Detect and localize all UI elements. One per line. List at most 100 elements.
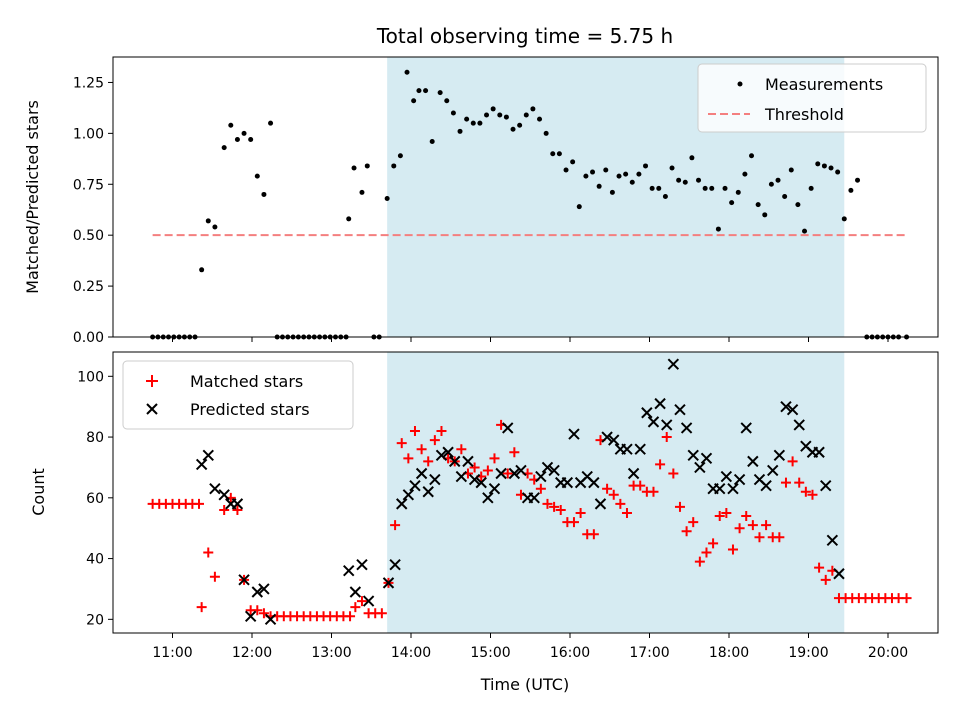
measurement-point (702, 185, 708, 191)
measurement-point (234, 136, 240, 142)
predicted-star-point (561, 476, 574, 489)
predicted-star-point (714, 482, 726, 495)
x-tick-label: 19:00 (788, 645, 828, 661)
predicted-star-point (687, 449, 699, 461)
measurement-point (649, 185, 655, 191)
measurement-point (676, 177, 682, 183)
predicted-star-point (429, 473, 441, 486)
measurement-point (808, 185, 814, 191)
matched-star-point (681, 526, 692, 537)
matched-star-point (648, 486, 659, 497)
predicted-star-point (488, 482, 501, 495)
predicted-star-point (209, 482, 221, 495)
observing-window-shade-bottom (387, 352, 845, 633)
x-tick-label: 13:00 (311, 645, 351, 661)
predicted-star-point (773, 449, 786, 461)
predicted-star-point (264, 613, 277, 626)
measurement-point (848, 187, 854, 193)
measurement-point (346, 216, 352, 222)
measurement-point (762, 212, 768, 218)
predicted-star-point (502, 422, 514, 434)
predicted-star-point (548, 464, 560, 477)
measurement-point (254, 173, 260, 179)
predicted-star-point (786, 404, 799, 416)
predicted-star-point (389, 558, 401, 571)
predicted-star-point (218, 489, 230, 501)
measurement-point (603, 167, 609, 173)
matched-star-point (555, 504, 566, 515)
matched-star-point (655, 459, 666, 470)
measurement-point (241, 130, 247, 136)
measurement-point (669, 165, 675, 171)
matched-star-point (535, 483, 546, 494)
predicted-star-point (468, 473, 481, 486)
measurement-point (359, 189, 365, 195)
predicted-star-point (720, 470, 733, 483)
matched-star-point (209, 571, 220, 582)
measurement-point (457, 128, 463, 134)
predicted-star-point (700, 452, 713, 465)
matched-star-point (754, 532, 765, 543)
matched-star-point (727, 544, 738, 555)
legend-predicted-label: Predicted stars (190, 400, 310, 419)
measurement-point (364, 163, 370, 169)
measurement-point (411, 98, 417, 104)
predicted-star-point (747, 455, 759, 468)
matched-star-point (568, 517, 579, 528)
measurement-point (517, 122, 523, 128)
matched-star-point (542, 498, 553, 509)
predicted-star-point (641, 407, 653, 419)
predicted-star-point (258, 583, 270, 595)
predicted-star-point (780, 400, 792, 413)
measurement-point (490, 106, 496, 112)
measurement-point (629, 179, 635, 185)
top-legend: Measurements Threshold (697, 63, 927, 133)
measurement-point (855, 177, 861, 183)
top-panel: 0.00 0.25 0.50 0.75 1.00 1.25 Total observing… (23, 24, 939, 346)
measurement-point (583, 173, 589, 179)
measurement-point (351, 165, 357, 171)
matched-star-point (219, 504, 230, 515)
matched-star-point (429, 435, 440, 446)
legend-matched-label: Matched stars (190, 372, 303, 391)
x-tick-label: 14:00 (391, 645, 431, 661)
measurement-point (596, 183, 602, 189)
predicted-star-point (601, 431, 613, 443)
matched-star-point (714, 511, 725, 522)
predicted-star-point (733, 473, 746, 486)
top-y-tick-label: 0.25 (73, 279, 104, 295)
matched-star-point (787, 456, 798, 467)
matched-star-point (734, 523, 745, 534)
predicted-star-point (634, 443, 646, 455)
matched-star-point (203, 547, 214, 558)
predicted-star-point (833, 568, 845, 580)
measurement-point (397, 153, 403, 159)
matched-star-point (423, 456, 434, 467)
measurement-point (729, 200, 735, 206)
measurement-point (423, 88, 429, 94)
measurement-point (735, 189, 741, 195)
predicted-star-point (820, 479, 832, 492)
predicted-star-point (482, 492, 494, 504)
matched-star-point (258, 608, 269, 619)
predicted-star-point (760, 479, 772, 492)
matched-star-point (688, 517, 699, 528)
legend-predicted-marker (146, 403, 158, 415)
matched-star-point (376, 608, 387, 619)
matched-star-point (575, 508, 586, 519)
legend-threshold-label: Threshold (764, 105, 844, 124)
matched-star-point (901, 593, 912, 604)
measurement-point (570, 159, 576, 165)
predicted-star-point (727, 482, 739, 495)
x-tick-label: 20:00 (868, 645, 908, 661)
predicted-star-point (442, 446, 454, 458)
x-tick-label: 16:00 (550, 645, 590, 661)
matched-star-point (469, 462, 480, 473)
legend-measurements-label: Measurements (765, 75, 883, 94)
measurement-point (537, 116, 543, 122)
matched-star-point (661, 432, 672, 443)
predicted-star-point (231, 498, 244, 510)
measurement-point (212, 224, 218, 230)
predicted-star-point (680, 422, 693, 434)
measurement-point (437, 90, 443, 96)
